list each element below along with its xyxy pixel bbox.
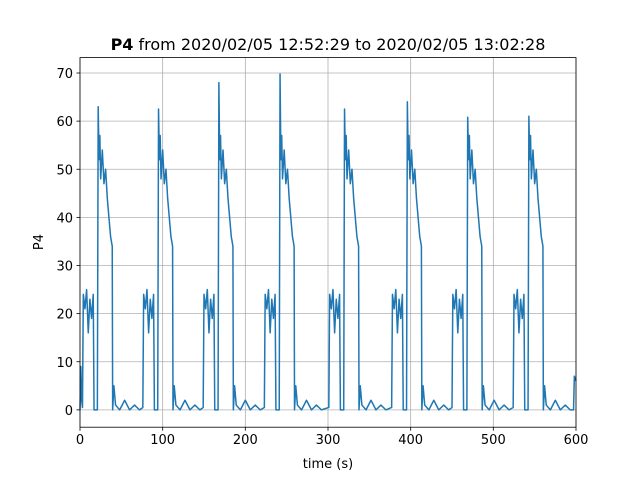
y-tick-label: 40 bbox=[56, 211, 73, 226]
x-tick-label: 500 bbox=[481, 433, 506, 448]
y-tick-label: 60 bbox=[56, 115, 73, 130]
y-tick-label: 30 bbox=[56, 260, 73, 275]
title-text: from 2020/02/05 12:52:29 to 2020/02/05 1… bbox=[139, 35, 546, 54]
x-tick-label: 600 bbox=[564, 433, 589, 448]
x-tick-label: 0 bbox=[76, 433, 84, 448]
title-name: P4 bbox=[111, 35, 134, 54]
x-tick-label: 400 bbox=[398, 433, 423, 448]
x-axis-label: time (s) bbox=[303, 457, 353, 472]
y-tick-label: 20 bbox=[56, 308, 73, 323]
x-tick-label: 100 bbox=[150, 433, 175, 448]
y-axis-label: P4 bbox=[32, 234, 47, 250]
chart-title: P4 from 2020/02/05 12:52:29 to 2020/02/0… bbox=[111, 35, 546, 54]
axes-frame bbox=[79, 57, 577, 428]
x-tick-label: 300 bbox=[316, 433, 341, 448]
y-tick-label: 10 bbox=[56, 356, 73, 371]
y-tick-label: 0 bbox=[65, 404, 73, 419]
y-tick-label: 70 bbox=[56, 67, 73, 82]
x-tick-label: 200 bbox=[233, 433, 258, 448]
data-line bbox=[79, 73, 577, 411]
y-tick-label: 50 bbox=[56, 163, 73, 178]
